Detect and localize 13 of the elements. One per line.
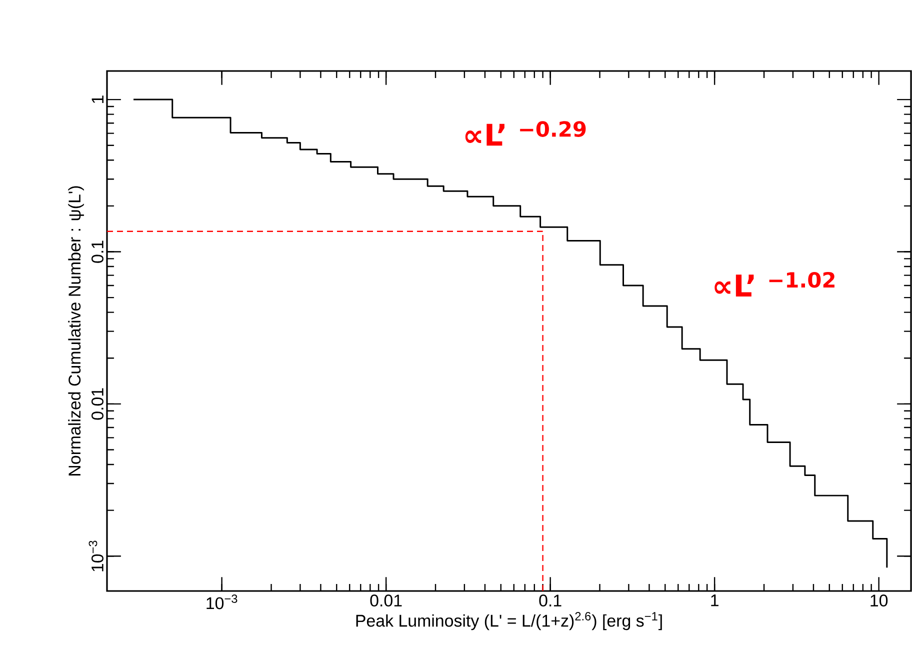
x-axis-title: Peak Luminosity (L' = L/(1+z)$^{2.6}$) [erg s$^{−1}$]: [356, 612, 662, 630]
y-tick-label: 1: [92, 96, 104, 103]
annotation: ∝L’ $^{−0.29}$: [465, 121, 586, 146]
annotation: ∝L’ $^{−1.02}$: [714, 272, 834, 296]
y-tick-label: 10$^{−3}$: [88, 540, 104, 572]
y-axis-title: Normalized Cumulative Number : ψ(L'): [68, 186, 84, 476]
x-tick-label: 1: [711, 594, 718, 606]
y-tick-label: 0.1: [91, 240, 104, 263]
x-tick-label: 0.01: [370, 594, 402, 607]
y-tick-label: 0.01: [91, 388, 104, 420]
x-tick-label: 0.1: [539, 594, 562, 607]
x-tick-label: 10$^{−3}$: [206, 594, 238, 610]
x-tick-label: 10: [870, 594, 888, 607]
